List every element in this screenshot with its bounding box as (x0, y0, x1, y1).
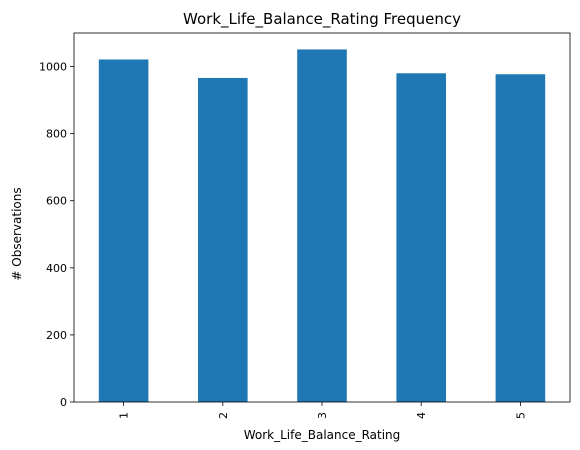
plot-frame (73, 32, 571, 403)
y-tick-label-1000: 1000 (39, 61, 67, 74)
y-tick-label-200: 200 (46, 329, 67, 342)
plot-area: 1 2 3 4 5 0 200 400 600 800 1000 (39, 32, 571, 419)
y-tick-label-400: 400 (46, 262, 67, 275)
bar-3 (297, 49, 347, 403)
x-tick-label-4: 4 (415, 412, 428, 419)
x-axis-label: Work_Life_Balance_Rating (244, 428, 401, 442)
y-tick-label-800: 800 (46, 128, 67, 141)
y-tick-label-0: 0 (60, 396, 67, 409)
y-tick-label-600: 600 (46, 195, 67, 208)
bar-5 (495, 74, 546, 402)
chart-title: Work_Life_Balance_Rating Frequency (183, 10, 461, 29)
x-tick-label-5: 5 (514, 412, 527, 419)
x-tick-label-2: 2 (217, 412, 230, 419)
x-tick-label-3: 3 (316, 412, 329, 419)
y-axis-label: # Observations (10, 187, 24, 280)
bar-1 (98, 59, 149, 402)
bar-4 (396, 73, 446, 402)
bar-2 (198, 77, 248, 402)
x-tick-label-1: 1 (118, 412, 131, 419)
